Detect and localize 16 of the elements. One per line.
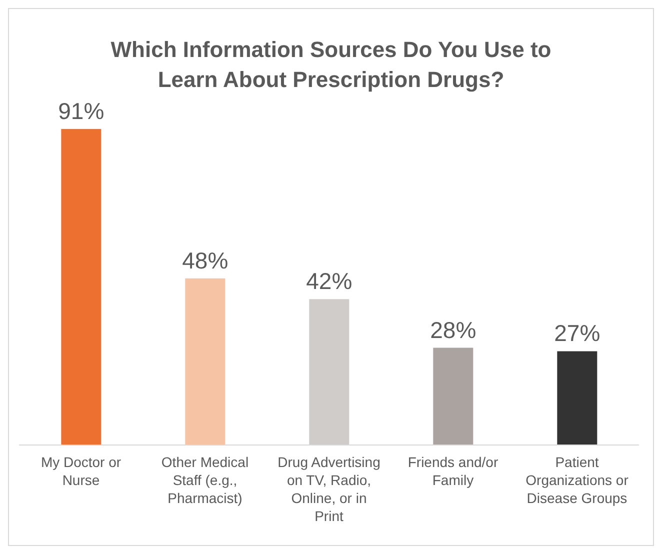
bar [185,278,226,445]
bar [433,348,474,445]
chart-title: Which Information Sources Do You Use to Learn About Prescription Drugs? [110,36,552,94]
data-label: 91% [58,98,104,124]
bar [61,129,102,445]
x-tick-label: Other Medical Staff (e.g., Pharmacist) [161,454,249,506]
data-label: 27% [554,320,600,346]
bar [557,351,598,445]
x-tick-label: Friends and/or Family [408,454,498,488]
x-tick-label: My Doctor or Nurse [40,454,122,488]
x-tick-label: Drug Advertising on TV, Radio, Online, or in Print [278,454,380,524]
bar [309,299,350,445]
data-label: 48% [182,247,228,274]
data-label: 28% [430,316,476,343]
data-label: 42% [306,268,352,294]
x-tick-label: Patient Organizations or Disease Groups [526,454,629,506]
